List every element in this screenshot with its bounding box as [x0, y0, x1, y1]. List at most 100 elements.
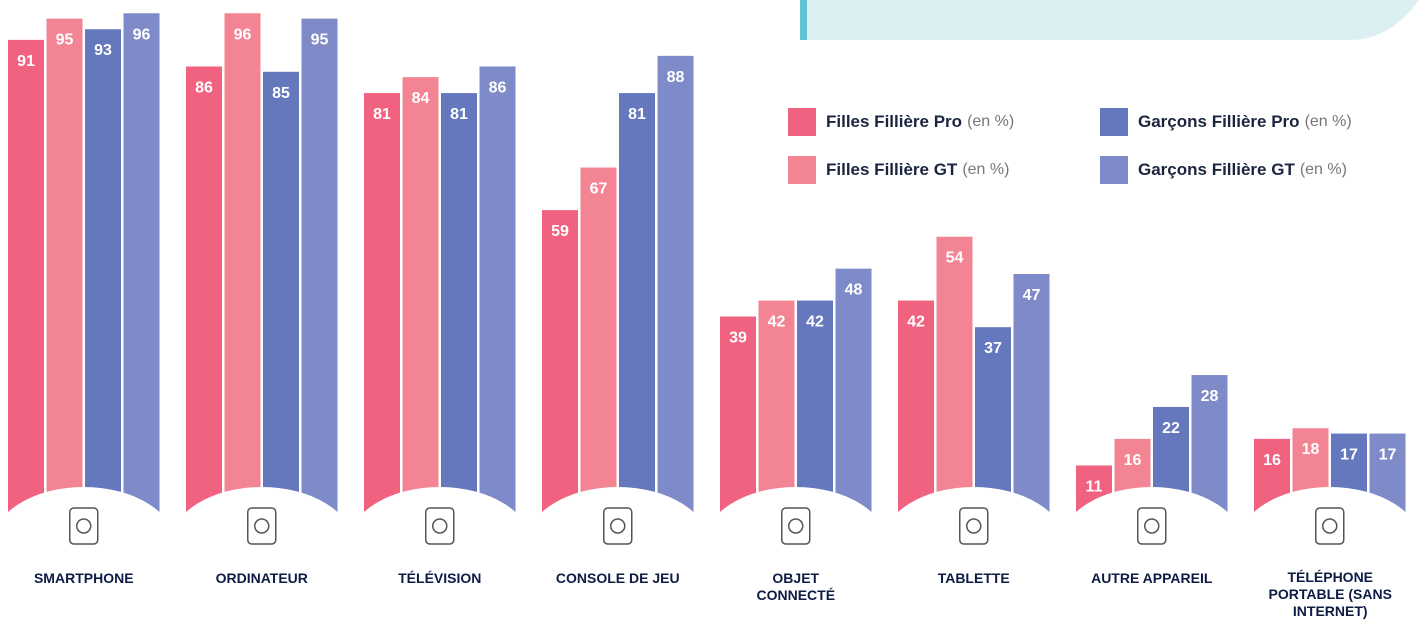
legend-swatch	[788, 108, 816, 136]
icon-detail	[254, 518, 270, 534]
value-label: 18	[1302, 441, 1320, 458]
value-label: 96	[133, 26, 151, 43]
category-label: SMARTPHONE	[33, 570, 134, 586]
value-label: 39	[729, 330, 747, 347]
value-label: 67	[590, 181, 608, 198]
category-label: ORDINATEUR	[215, 570, 308, 586]
value-label: 81	[373, 106, 391, 123]
bar	[797, 300, 833, 524]
icon	[1137, 507, 1167, 545]
value-label: 59	[551, 223, 569, 240]
icon-detail	[1144, 518, 1160, 534]
legend-item: Garçons Fillière GT (en %)	[1100, 156, 1347, 184]
bar	[123, 13, 160, 525]
bar	[936, 236, 973, 524]
icon-detail	[1322, 518, 1338, 534]
bottom-cap	[169, 487, 354, 603]
bottom-cap	[881, 487, 1066, 603]
icon-detail	[76, 518, 92, 534]
value-label: 88	[667, 69, 685, 86]
icon	[247, 507, 277, 545]
value-label: 16	[1124, 452, 1142, 469]
bar	[580, 167, 617, 524]
legend-swatch	[1100, 156, 1128, 184]
value-label: 22	[1162, 420, 1180, 437]
value-label: 86	[195, 79, 213, 96]
value-label: 95	[56, 32, 74, 49]
bar	[263, 71, 299, 525]
legend-suffix: (en %)	[1299, 161, 1347, 178]
bottom-cap	[703, 487, 888, 603]
value-label: 42	[768, 314, 786, 331]
legend-swatch	[788, 156, 816, 184]
bar	[479, 66, 516, 524]
bottom-cap	[1237, 487, 1419, 603]
value-label: 86	[489, 79, 507, 96]
bar	[758, 300, 795, 524]
category-label: OBJET CONNECTÉ	[756, 570, 836, 603]
icon	[1315, 507, 1345, 545]
category-label: TÉLÉPHONE PORTABLE (SANS INTERNET)	[1268, 569, 1392, 619]
icon-detail	[610, 518, 626, 534]
value-label: 81	[450, 106, 468, 123]
value-label: 17	[1379, 447, 1397, 464]
bar	[441, 93, 477, 524]
bar	[402, 77, 439, 525]
category-label: TABLETTE	[937, 570, 1010, 586]
legend-swatch	[1100, 108, 1128, 136]
bar	[301, 18, 338, 524]
icon	[959, 507, 989, 545]
bar	[898, 300, 934, 524]
bottom-cap	[525, 487, 710, 603]
value-label: 17	[1340, 447, 1358, 464]
bar	[85, 29, 121, 525]
bar	[224, 13, 261, 525]
value-label: 16	[1263, 452, 1281, 469]
legend-item: Garçons Fillière Pro (en %)	[1100, 108, 1352, 136]
value-label: 84	[412, 90, 430, 107]
bar	[657, 55, 694, 525]
value-label: 47	[1023, 287, 1041, 304]
value-label: 48	[845, 282, 863, 299]
bottom-cap	[347, 487, 532, 603]
legend-label: Garçons Fillière GT	[1138, 160, 1295, 179]
top-box-accent	[800, 0, 807, 40]
value-label: 95	[311, 32, 329, 49]
bar	[1013, 273, 1050, 524]
bar	[542, 210, 578, 524]
legend-label: Garçons Fillière Pro	[1138, 112, 1300, 131]
value-label: 42	[806, 314, 824, 331]
bar	[619, 93, 655, 524]
icon-detail	[432, 518, 448, 534]
bar	[8, 39, 44, 524]
legend-label: Filles Fillière Pro	[826, 112, 963, 131]
legend-item: Filles Fillière Pro (en %)	[788, 108, 1014, 136]
category-label: CONSOLE DE JEU	[555, 570, 680, 586]
value-label: 54	[946, 250, 964, 267]
value-label: 42	[907, 314, 925, 331]
category-label: TÉLÉVISION	[398, 570, 482, 586]
icon	[425, 507, 455, 545]
value-label: 85	[272, 85, 290, 102]
bar	[186, 66, 222, 524]
value-label: 37	[984, 340, 1002, 357]
legend-item: Filles Fillière GT (en %)	[788, 156, 1009, 184]
value-label: 11	[1086, 478, 1103, 495]
legend-label: Filles Fillière GT	[826, 160, 958, 179]
bottom-cap	[1059, 487, 1244, 603]
value-label: 28	[1201, 388, 1219, 405]
bar	[46, 18, 83, 524]
legend-suffix: (en %)	[1304, 113, 1352, 130]
icon	[781, 507, 811, 545]
value-label: 96	[234, 26, 252, 43]
legend-suffix: (en %)	[962, 161, 1010, 178]
legend-suffix: (en %)	[967, 113, 1015, 130]
value-label: 93	[94, 42, 112, 59]
icon-detail	[788, 518, 804, 534]
bar	[720, 316, 756, 524]
category-label: AUTRE APPAREIL	[1091, 570, 1213, 586]
icon	[603, 507, 633, 545]
value-label: 91	[17, 53, 35, 70]
